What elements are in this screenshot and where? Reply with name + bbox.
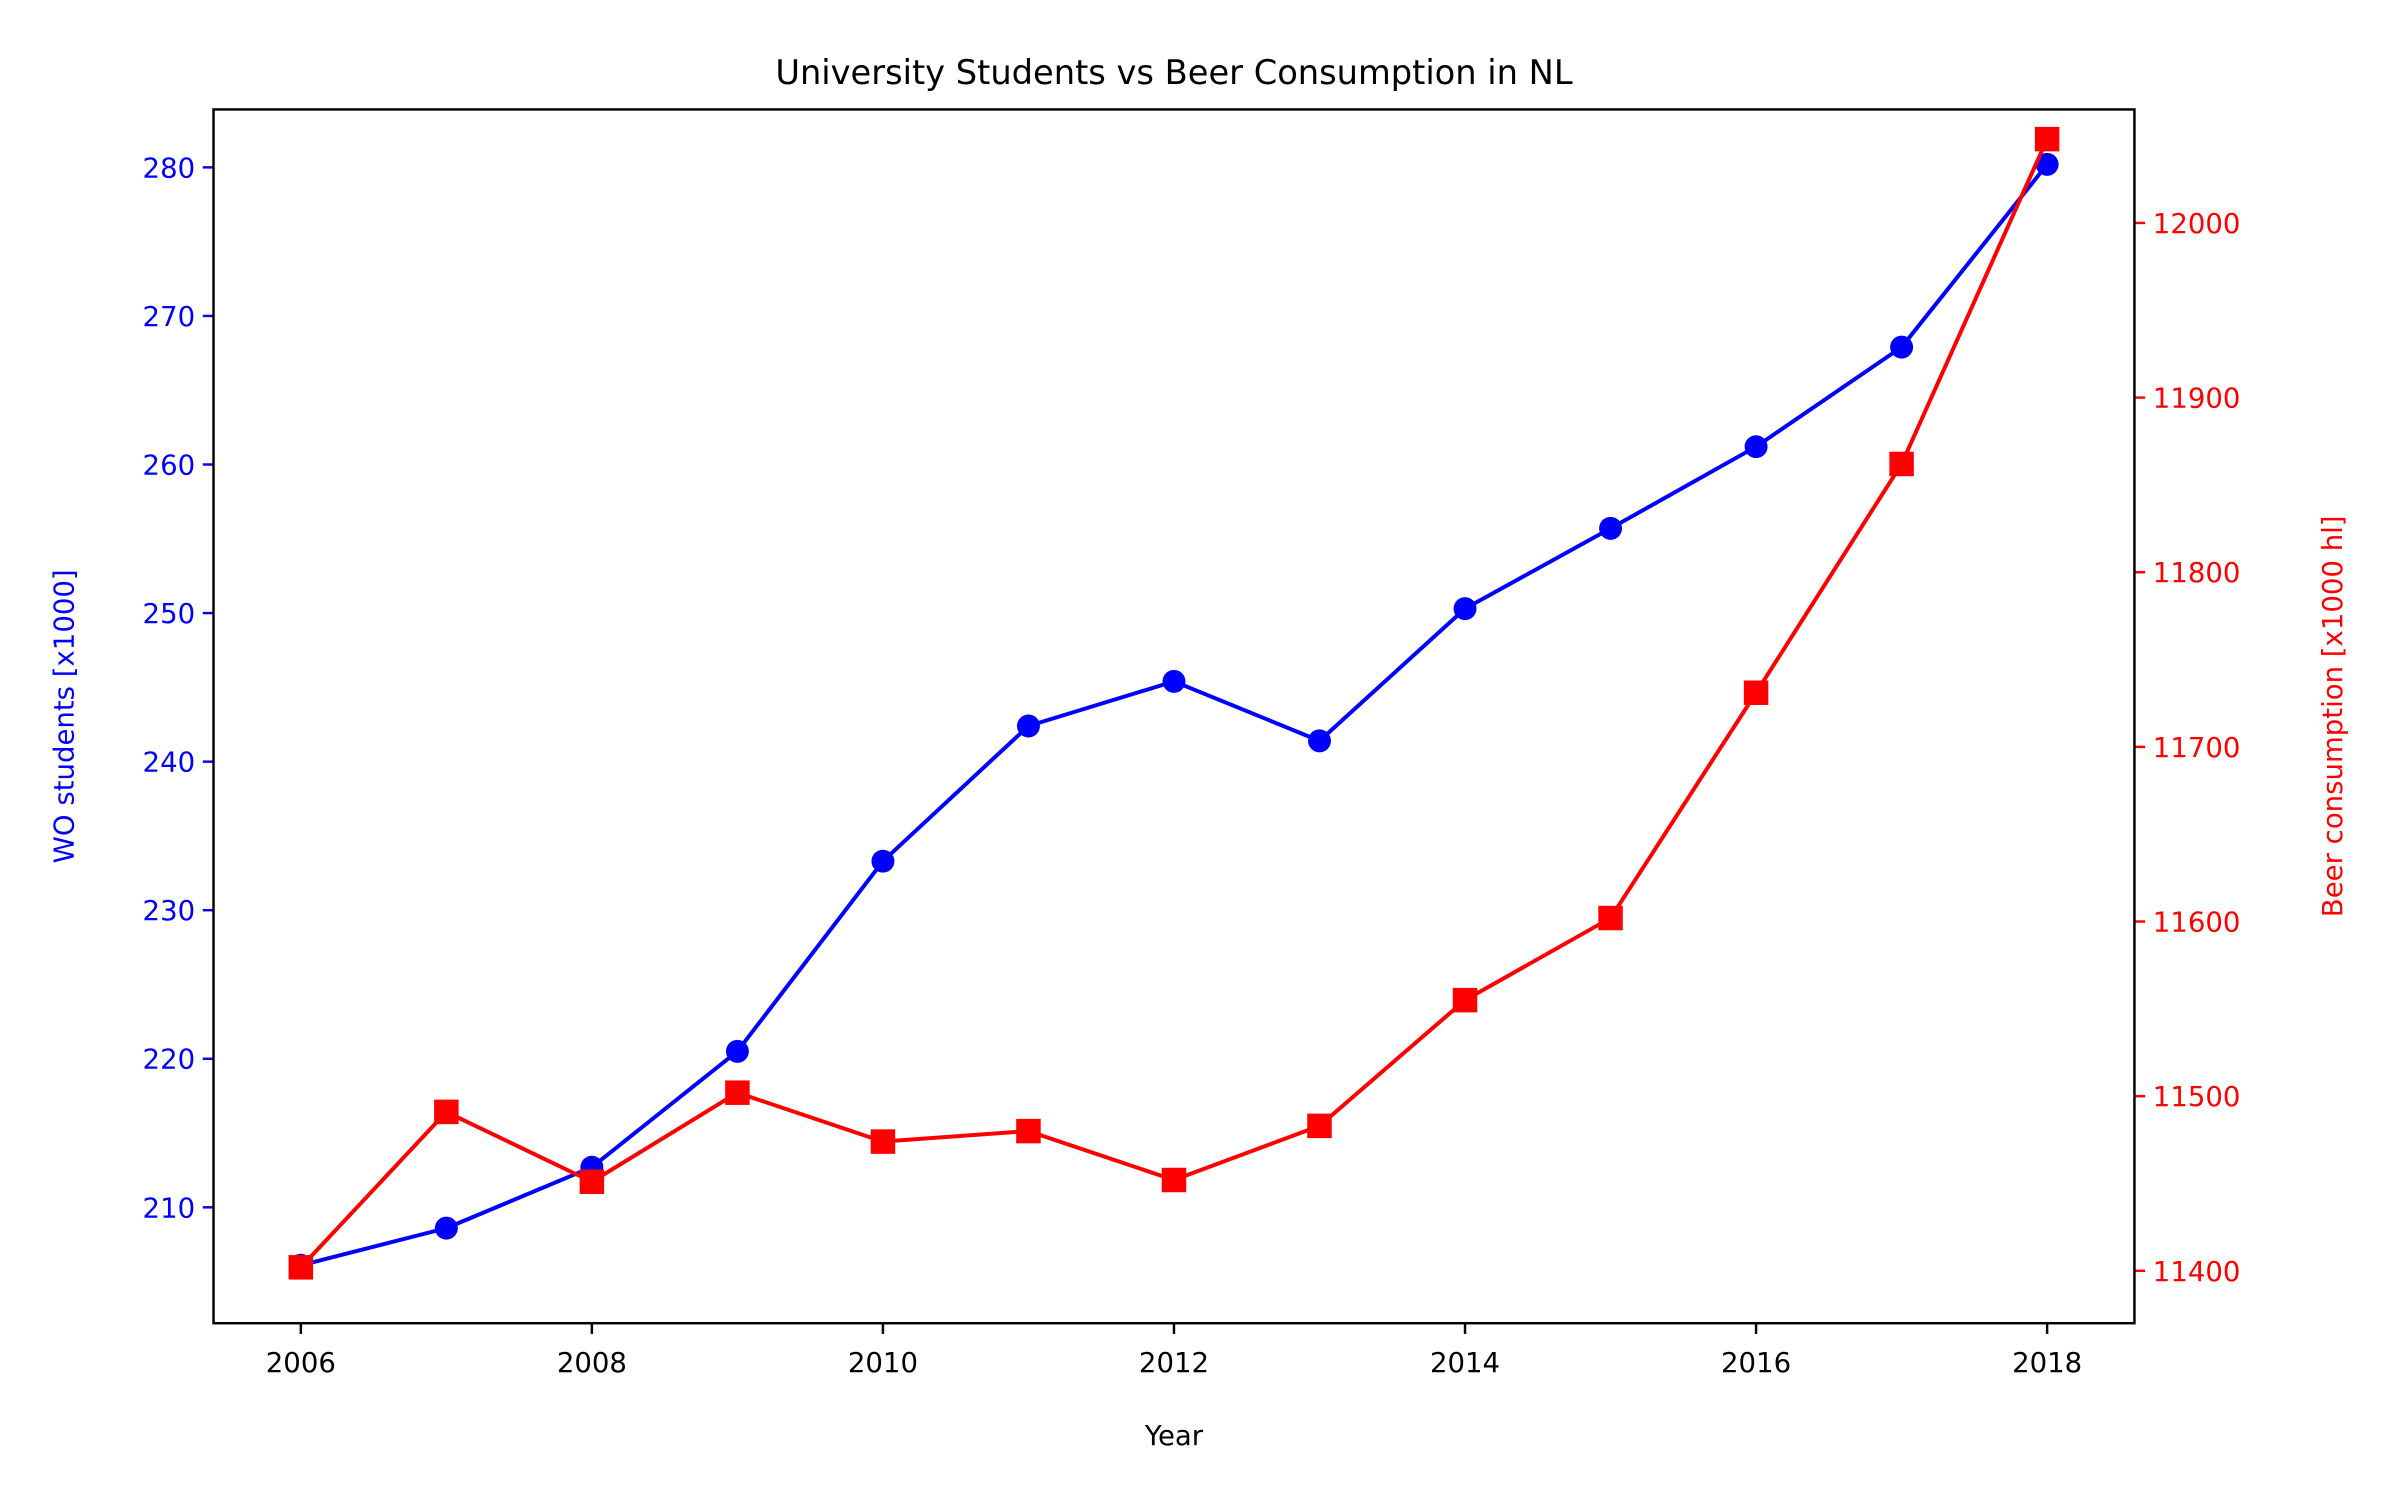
plot-frame <box>212 108 2136 1325</box>
data-point-beer <box>1598 905 1623 931</box>
y-left-tick-label: 230 <box>143 895 196 927</box>
x-tick-label: 2010 <box>848 1347 918 1379</box>
data-point-beer <box>870 1129 896 1154</box>
chart-title: University Students vs Beer Consumption … <box>775 53 1573 92</box>
data-point-beer <box>1161 1167 1187 1193</box>
y-right-tick-label: 11600 <box>2153 906 2241 938</box>
x-tick-label: 2018 <box>2012 1347 2082 1379</box>
data-point-beer <box>1016 1118 1041 1144</box>
series-layer <box>288 126 2060 1280</box>
y-left-tick-label: 260 <box>143 449 196 481</box>
data-point-students <box>1308 729 1331 753</box>
x-tick-label: 2012 <box>1139 1347 1209 1379</box>
y-right-tick-label: 11400 <box>2153 1256 2241 1288</box>
y-right-tick-label: 12000 <box>2153 208 2241 240</box>
data-point-beer <box>1307 1113 1332 1139</box>
y-left-tick-label: 280 <box>143 152 196 184</box>
y-right-tick-label: 11800 <box>2153 557 2241 589</box>
data-point-beer <box>1889 451 1914 477</box>
x-axis-label: Year <box>1144 1420 1204 1452</box>
data-point-students <box>1744 435 1768 459</box>
data-point-beer <box>434 1099 459 1125</box>
data-point-students <box>725 1039 749 1063</box>
data-point-students <box>1890 335 1914 359</box>
data-point-beer <box>288 1255 314 1280</box>
y-left-tick-label: 250 <box>143 598 196 630</box>
data-point-students <box>1016 714 1040 738</box>
y-axis-label-left: WO students [x1000] <box>48 569 80 863</box>
y-left-tick-label: 220 <box>143 1044 196 1076</box>
y-left-tick-label: 270 <box>143 301 196 333</box>
data-point-students <box>434 1216 458 1240</box>
data-point-beer <box>2034 126 2060 152</box>
ticks-layer: 2006 2008 2010 2012 2014 2016 2018 210 220 230 240… <box>143 152 2241 1379</box>
data-point-beer <box>725 1080 750 1105</box>
y-right-tick-label: 11900 <box>2153 383 2241 415</box>
data-point-students <box>871 849 895 873</box>
y-left-tick-label: 240 <box>143 747 196 779</box>
x-tick-label: 2014 <box>1430 1347 1500 1379</box>
x-tick-label: 2006 <box>266 1347 336 1379</box>
data-point-students <box>1599 516 1623 540</box>
data-point-beer <box>1452 987 1478 1013</box>
data-point-students <box>2035 152 2059 176</box>
y-axis-label-right: Beer consumption [x1000 hl] <box>2317 515 2349 917</box>
x-tick-label: 2008 <box>557 1347 627 1379</box>
y-right-tick-label: 11500 <box>2153 1081 2241 1113</box>
data-point-beer <box>579 1169 605 1194</box>
x-tick-label: 2016 <box>1721 1347 1791 1379</box>
y-left-tick-label: 210 <box>143 1192 196 1224</box>
data-point-beer <box>1743 680 1769 705</box>
data-point-students <box>1453 597 1477 621</box>
y-right-tick-label: 11700 <box>2153 732 2241 764</box>
data-point-students <box>1162 669 1186 693</box>
